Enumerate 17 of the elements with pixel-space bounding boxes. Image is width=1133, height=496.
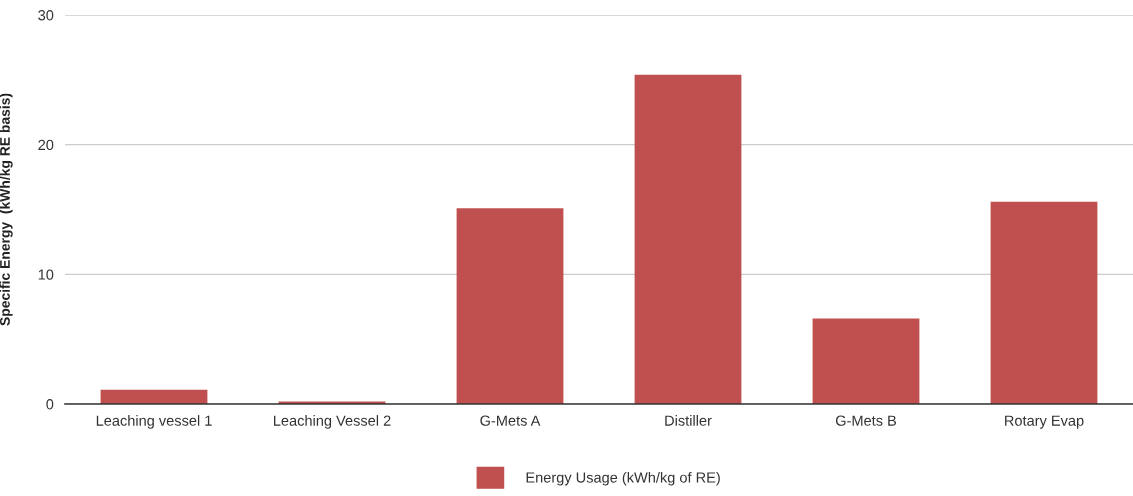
y-axis-title: Specific Energy (kWh/kg RE basis) <box>0 93 13 326</box>
bar <box>990 201 1098 404</box>
x-tick-label: G-Mets B <box>835 415 897 426</box>
y-tick-label: 30 <box>38 10 54 21</box>
y-tick-label: 20 <box>38 139 54 151</box>
bar <box>100 389 208 404</box>
bar <box>812 318 920 404</box>
bar <box>456 208 564 404</box>
x-tick-label: Leaching vessel 1 <box>96 415 212 429</box>
x-tick-label: Distiller <box>665 415 712 426</box>
y-tick-label: 10 <box>38 269 54 280</box>
x-tick-label: G-Mets A <box>480 415 541 426</box>
y-tick-label: 0 <box>46 399 54 410</box>
x-tick-label: Rotary Evap <box>1005 415 1084 429</box>
bar <box>634 74 742 404</box>
x-tick-label: Leaching Vessel 2 <box>274 415 391 429</box>
legend-label: Energy Usage (kWh/kg of RE) <box>526 471 720 486</box>
